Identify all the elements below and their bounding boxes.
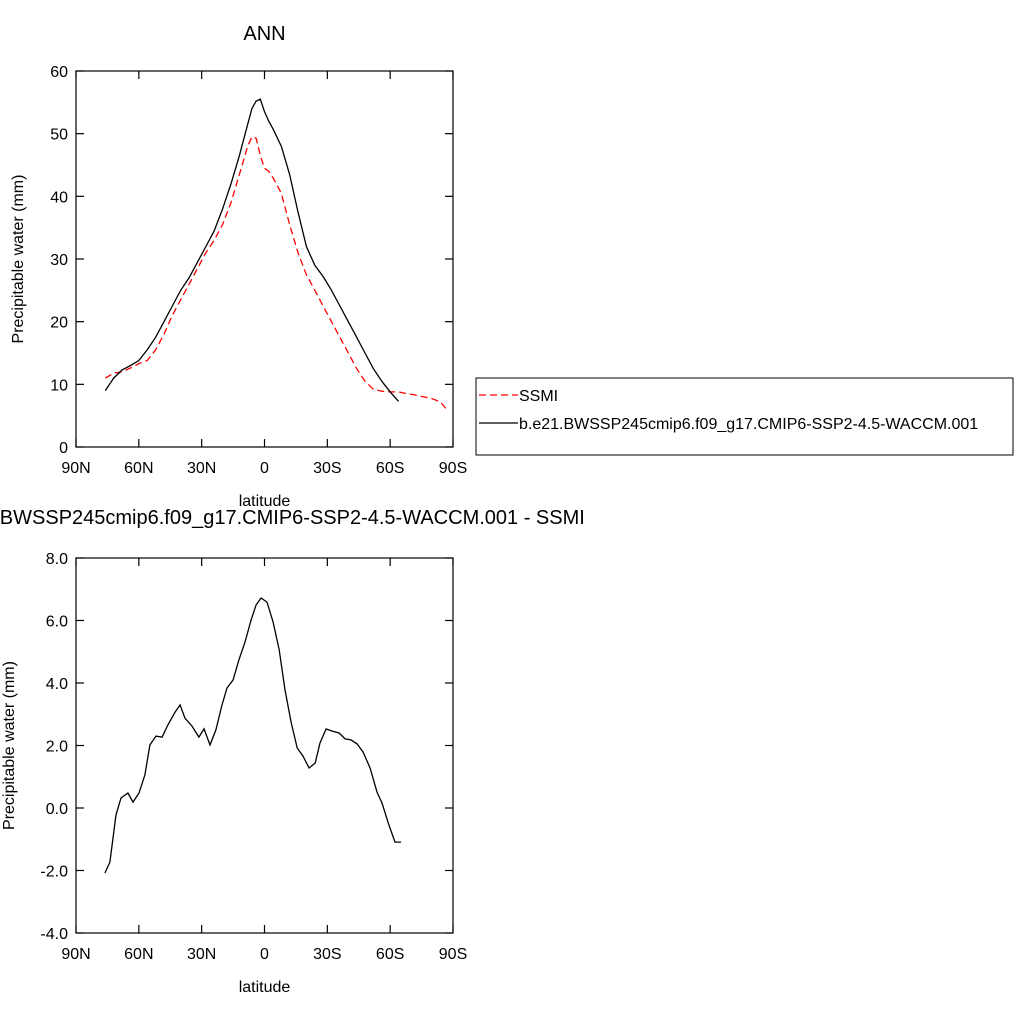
y-axis-label: Precipitable water (mm) [1,661,18,830]
data-line [104,136,448,410]
x-tick-label: 90S [439,946,467,963]
x-tick-label: 30N [187,460,216,477]
x-tick-label: 60S [376,460,404,477]
y-tick-label: 0.0 [46,801,68,818]
data-line [104,98,399,402]
legend-box [475,377,1014,456]
y-tick-label: 0 [59,440,68,457]
x-tick-label: 90S [439,460,467,477]
data-line [104,597,402,874]
y-tick-label: 8.0 [46,551,68,568]
y-tick-label: 20 [50,315,68,332]
y-tick-label: 40 [50,189,68,206]
x-tick-label: 0 [260,460,269,477]
x-tick-label: 90N [61,460,90,477]
x-tick-label: 60N [124,946,153,963]
y-tick-label: 2.0 [46,739,68,756]
y-tick-label: 6.0 [46,614,68,631]
x-tick-label: 0 [260,946,269,963]
y-tick-label: -2.0 [40,864,68,881]
y-tick-label: 50 [50,127,68,144]
x-tick-label: 30S [313,946,341,963]
legend-label: b.e21.BWSSP245cmip6.f09_g17.CMIP6-SSP2-4… [519,416,978,433]
legend-label: SSMI [519,388,558,405]
x-tick-label: 30N [187,946,216,963]
x-tick-label: 60S [376,946,404,963]
x-tick-label: 30S [313,460,341,477]
x-tick-label: 90N [61,946,90,963]
x-tick-label: 60N [124,460,153,477]
chart-title: ANN [243,23,285,45]
y-tick-label: -4.0 [40,926,68,943]
chart-title: b.e21.BWSSP245cmip6.f09_g17.CMIP6-SSP2-4… [0,507,585,529]
plot-frame [75,557,454,934]
x-axis-label: latitude [239,493,291,510]
y-tick-label: 30 [50,252,68,269]
x-axis-label: latitude [239,979,291,996]
y-tick-label: 60 [50,64,68,81]
y-axis-label: Precipitable water (mm) [10,175,27,344]
plot-frame [75,70,454,448]
y-tick-label: 4.0 [46,676,68,693]
y-tick-label: 10 [50,377,68,394]
